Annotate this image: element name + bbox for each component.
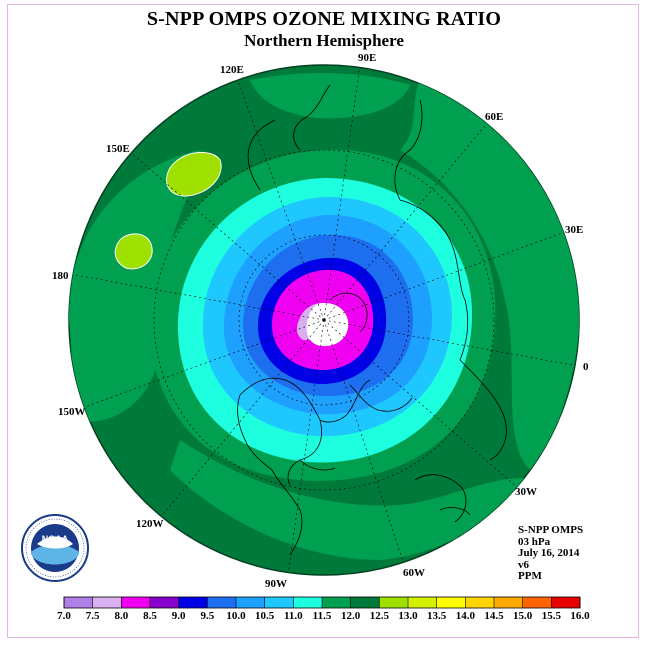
colorbar-ticks: 7.0 7.5 8.0 8.5 9.0 9.5 10.0 10.5 11.0 11.5 12.0 12… [57,610,590,622]
lon-label-150e: 150E [106,143,130,155]
lon-label-60e: 60E [485,111,503,123]
coastlines [237,84,507,556]
colorbar-tick-label: 11.5 [313,610,332,622]
ozone-contours [69,65,579,575]
lon-label-90w: 90W [265,578,287,590]
colorbar-tick-label: 16.0 [570,610,590,622]
info-pressure: 03 hPa [518,535,551,548]
colorbar-segment [522,597,552,608]
colorbar-tick-label: 13.5 [427,610,447,622]
contour-lime-1 [166,151,222,197]
info-units: PPM [518,570,542,582]
contour-green-north [250,73,410,119]
colorbar-segment [293,597,323,608]
lon-label-90e: 90E [358,52,376,64]
colorbar-tick-label: 10.5 [255,610,275,622]
map-title: S-NPP OMPS OZONE MIXING RATIO [146,8,502,30]
colorbar-segment [379,597,409,608]
graticule [69,65,579,575]
colorbar-segment [264,597,294,608]
colorbar-tick-label: 14.5 [484,610,504,622]
colorbar-segment [436,597,466,608]
contour-green-south [170,440,540,560]
lon-label-30w: 30W [515,486,537,498]
lon-label-30e: 30E [565,224,583,236]
lon-label-120e: 120E [220,64,244,76]
colorbar-tick-label: 7.5 [86,610,100,622]
colorbar-segment [92,597,122,608]
info-instrument: S-NPP OMPS [518,524,584,536]
colorbar-tick-label: 15.0 [513,610,533,622]
lon-label-0: 0 [583,361,589,373]
colorbar-segment [408,597,437,608]
colorbar-segment [551,597,581,608]
colorbar-tick-label: 9.0 [172,610,186,622]
colorbar-segment [207,597,237,608]
lon-label-150w: 150W [58,406,86,418]
colorbar-segment [236,597,265,608]
lon-label-120w: 120W [136,518,164,530]
colorbar-segment [150,597,179,608]
colorbar-segment [178,597,208,608]
colorbar-tick-label: 10.0 [226,610,246,622]
colorbar-segment [64,597,93,608]
contour-white [306,302,349,347]
colorbar-segment [465,597,495,608]
figure-frame [7,4,639,638]
colorbar-segment [350,597,380,608]
colorbar-segment [494,597,523,608]
info-date: July 16, 2014 [518,547,580,559]
noaa-logo-text: NOAA [42,534,69,544]
colorbar-tick-label: 7.0 [57,610,71,622]
colorbar-tick-label: 9.5 [200,610,214,622]
map-subtitle: Northern Hemisphere [244,31,404,50]
lon-label-180: 180 [52,270,69,282]
data-info: S-NPP OMPS 03 hPa July 16, 2014 v6 PPM [518,524,584,583]
contour-lime-2 [114,233,153,270]
colorbar-tick-label: 8.0 [114,610,128,622]
colorbar [63,596,581,609]
colorbar-tick-label: 14.0 [456,610,476,622]
noaa-logo: NOAA [21,514,89,582]
colorbar-segment [121,597,151,608]
colorbar-tick-label: 12.0 [341,610,361,622]
colorbar-tick-label: 11.0 [284,610,303,622]
colorbar-tick-label: 13.0 [398,610,418,622]
colorbar-tick-label: 8.5 [143,610,157,622]
longitude-labels: 90E 60E 30E 0 30W 60W 90W 120W 150W 180 … [52,52,589,590]
info-version: v6 [518,558,529,571]
colorbar-tick-label: 12.5 [370,610,390,622]
colorbar-segment [322,597,351,608]
contour-green-west [69,150,200,422]
colorbar-tick-label: 15.5 [542,610,562,622]
lon-label-60w: 60W [403,567,425,579]
